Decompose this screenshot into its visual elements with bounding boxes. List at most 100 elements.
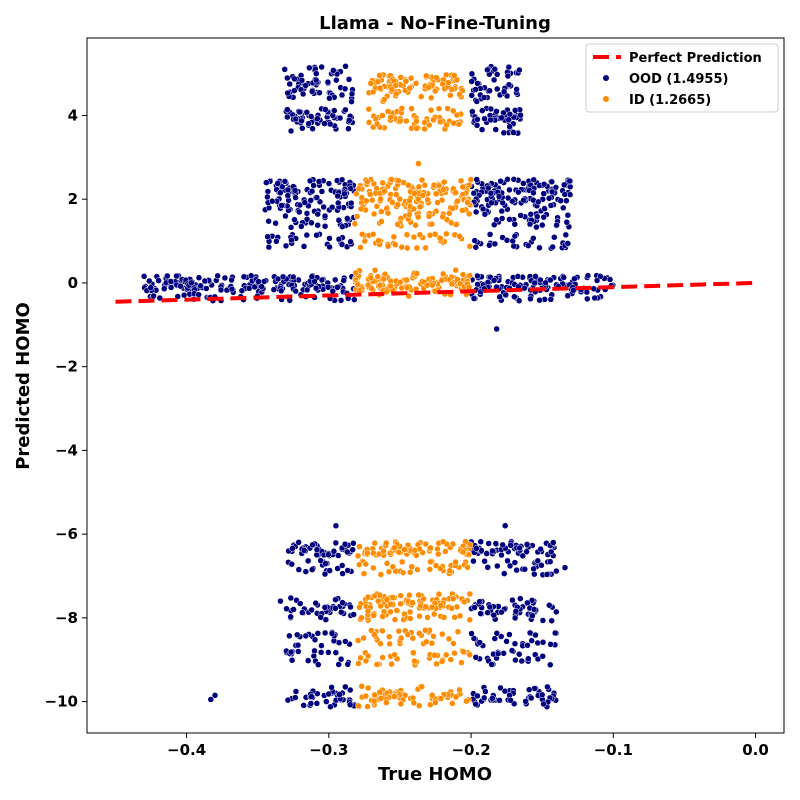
data-point [416,612,423,620]
data-point [439,538,447,546]
data-point [484,564,492,571]
data-point [428,639,436,647]
data-point [540,213,547,221]
data-point [350,540,357,547]
data-point [524,642,531,649]
data-point [496,697,503,704]
data-point [396,117,404,125]
data-point [560,274,567,281]
data-point [477,538,484,546]
data-point [314,630,322,637]
data-point [382,539,390,547]
data-point [442,71,450,79]
data-point [501,687,509,695]
data-point [473,98,481,105]
data-point [449,700,456,707]
data-point [477,610,484,617]
data-point [351,220,359,227]
data-point [471,604,478,611]
data-point [336,691,343,698]
data-point [277,287,285,295]
data-point [500,88,508,95]
data-point [377,571,385,578]
data-point [318,642,325,649]
data-point [497,684,504,692]
data-point [287,648,295,656]
data-point [539,617,547,624]
data-point [380,547,387,555]
data-point [537,276,544,284]
data-point [503,638,510,645]
x-axis-ticks: −0.4 −0.3 −0.2 −0.1 0.0 [167,733,769,759]
data-point [328,203,336,211]
data-point [396,195,404,203]
data-point [308,187,316,195]
data-point [287,613,294,621]
data-point [414,196,422,203]
data-point [496,293,503,301]
data-point [466,616,474,624]
data-point [306,64,313,72]
data-point [470,557,477,565]
data-point [314,115,321,122]
data-point [384,209,392,217]
data-point [370,697,378,705]
data-point [360,634,367,642]
data-point [549,243,556,251]
data-point [395,549,403,556]
data-point [386,640,393,648]
data-point [413,270,420,277]
data-point [265,204,273,212]
data-point [313,194,321,201]
ood-series [140,63,617,710]
data-point [391,651,398,659]
data-point [498,114,505,122]
data-point [428,692,436,699]
data-point [337,297,345,304]
data-point [451,649,458,657]
data-point [140,273,148,280]
data-point [402,78,410,85]
data-point [389,199,396,206]
data-point [325,690,332,698]
data-point [355,660,362,667]
data-point [483,550,490,557]
data-point [553,221,560,229]
y-tick-label: 0 [68,274,78,292]
data-point [318,188,326,195]
data-point [468,92,476,99]
data-point [498,608,505,616]
data-point [516,544,523,552]
data-point [507,696,514,704]
data-point [342,106,349,114]
data-point [539,639,547,646]
data-point [413,125,420,132]
data-point [347,238,354,245]
data-point [466,651,474,659]
data-point [525,655,532,662]
legend-id-label: ID (1.2665) [629,93,711,108]
data-point [308,88,316,95]
data-point [459,183,466,191]
data-point [530,176,537,184]
data-point [561,191,569,198]
data-point [437,565,444,572]
data-point [491,65,499,73]
data-point [388,660,395,668]
data-point [559,204,567,212]
data-point [538,562,545,569]
data-point [445,79,452,86]
data-point [286,80,293,88]
data-point [424,614,431,621]
data-point [538,691,546,699]
data-point [398,105,406,112]
data-point [342,638,349,645]
data-point [416,630,423,637]
data-point [504,557,511,565]
data-point [434,199,441,206]
data-point [373,203,381,210]
data-point [530,189,537,197]
data-point [317,649,325,656]
data-point [247,272,255,279]
